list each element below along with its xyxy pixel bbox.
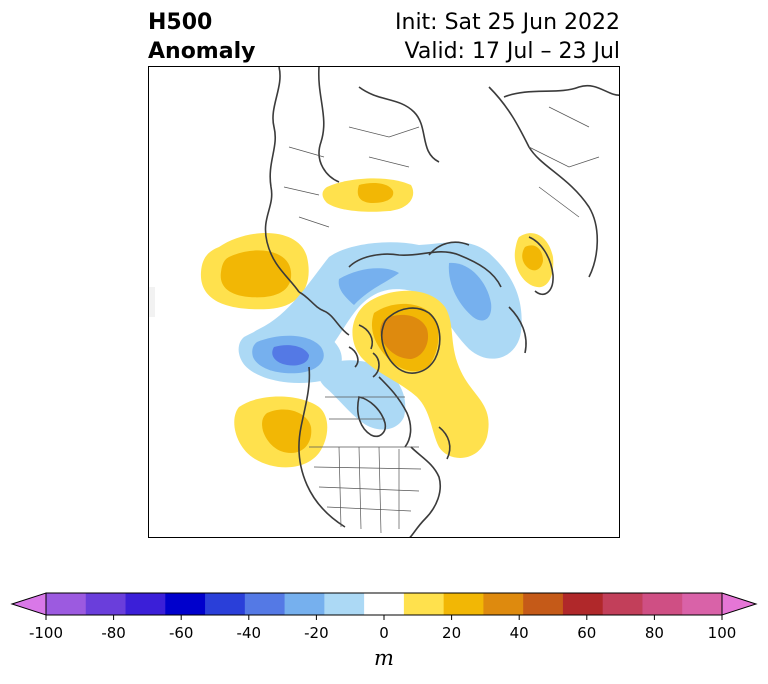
init-date: Init: Sat 25 Jun 2022 (395, 10, 620, 35)
colorbar-segment (244, 593, 286, 615)
colorbar-segment (483, 593, 524, 615)
colorbar-tick-label: 100 (707, 624, 737, 642)
colorbar-segment (46, 593, 87, 615)
colorbar-segment (642, 593, 683, 615)
colorbar-tick-label: 20 (442, 624, 462, 642)
anomaly-map (149, 67, 619, 537)
colorbar-segment (562, 593, 604, 615)
valid-range: Valid: 17 Jul – 23 Jul (404, 39, 620, 64)
anomaly-europe-ridge (322, 178, 414, 212)
colorbar-tick-label: -80 (101, 624, 126, 642)
colorbar-segment (284, 593, 325, 615)
colorbar-tick-label: -100 (28, 624, 64, 642)
colorbar-segment (364, 593, 405, 615)
colorbar-tick-label: -60 (168, 624, 194, 642)
colorbar-tick-label: 40 (509, 624, 529, 642)
title-field: Anomaly (148, 39, 256, 64)
anomaly-north-pacific-ridge (200, 233, 309, 310)
map-dates: Init: Sat 25 Jun 2022 Valid: 17 Jul – 23… (395, 8, 620, 66)
colorbar-tick-label: -20 (304, 624, 329, 642)
colorbar-segment (403, 593, 445, 615)
colorbar-segment (324, 593, 365, 615)
colorbar-segment (165, 593, 206, 615)
colorbar-segment (85, 593, 127, 615)
colorbar-unit: m (374, 646, 394, 670)
anomaly-west-coast-ridge (234, 396, 328, 468)
colorbar-segments (10, 592, 758, 616)
colorbar-tick-label: 80 (644, 624, 664, 642)
colorbar-tick-label: 60 (577, 624, 597, 642)
political-borders (283, 106, 600, 534)
colorbar-segment (205, 593, 246, 615)
anomaly-east-asia-ridge (514, 233, 554, 288)
colorbar (10, 592, 758, 620)
colorbar-extend-max (721, 592, 758, 616)
coastlines (264, 67, 619, 537)
colorbar-segment (443, 593, 484, 615)
colorbar-segment (602, 593, 643, 615)
colorbar-extend-min (10, 592, 47, 616)
map-title: H500 Anomaly (148, 8, 255, 66)
map-panel (148, 66, 620, 538)
colorbar-segment (523, 593, 564, 615)
projection-edge (149, 287, 155, 317)
title-variable: H500 (148, 10, 213, 35)
anomaly-canada-trough (318, 360, 406, 430)
colorbar-ticks (45, 615, 723, 620)
anomaly-greenland-ridge (352, 290, 489, 458)
colorbar-tick-label: 0 (379, 624, 389, 642)
colorbar-tick-label: -40 (236, 624, 262, 642)
colorbar-segment (682, 593, 723, 615)
anomaly-gulf-of-alaska-trough (238, 325, 342, 383)
colorbar-segment (125, 593, 166, 615)
